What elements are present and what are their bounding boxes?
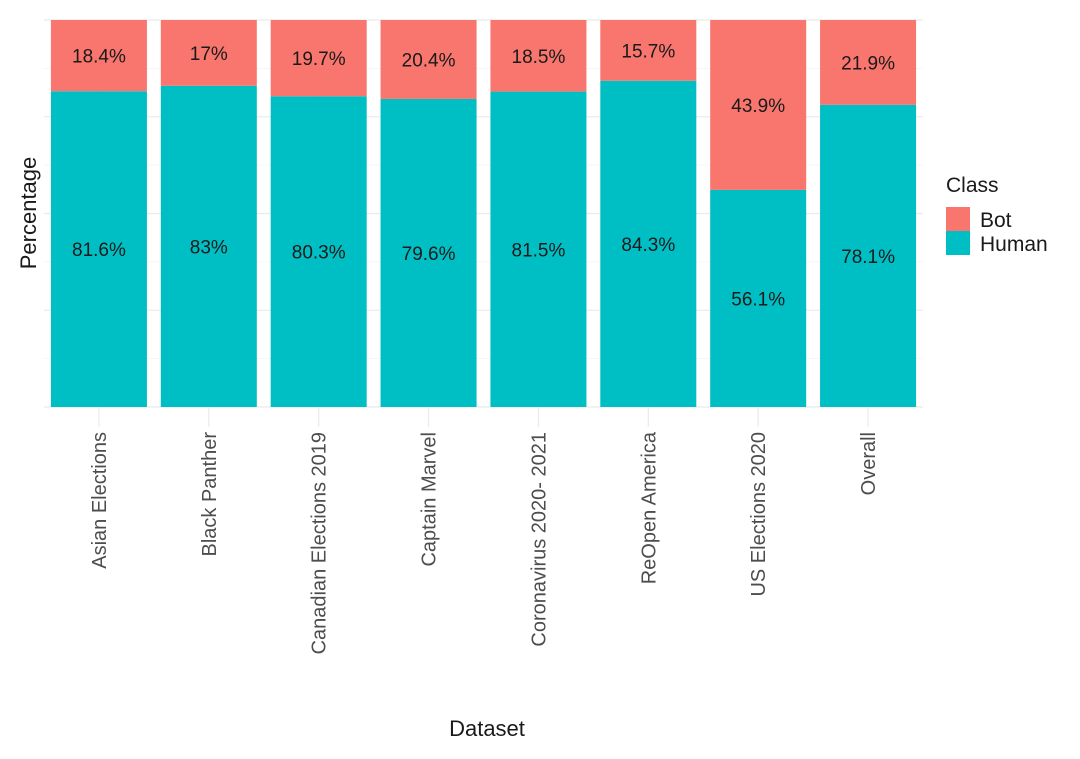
bar-human <box>380 98 477 407</box>
bar-human <box>160 85 257 407</box>
bar-label-human: 80.3% <box>292 243 346 264</box>
bar-human <box>270 96 367 407</box>
bar-bot <box>270 20 367 97</box>
legend-swatch-human <box>946 231 970 255</box>
y-axis-title: Percentage <box>16 157 41 270</box>
bar-human <box>820 104 917 408</box>
x-tick-label: Overall <box>858 432 880 495</box>
bar-bot <box>820 20 917 105</box>
x-tick-label: US Elections 2020 <box>748 432 770 597</box>
x-tick-label: Asian Elections <box>89 432 111 569</box>
bar-label-bot: 20.4% <box>402 50 456 71</box>
bar-label-human: 78.1% <box>841 247 895 268</box>
bar-label-bot: 15.7% <box>621 41 675 62</box>
bar-label-human: 83% <box>190 237 228 258</box>
legend-label-human: Human <box>980 233 1048 256</box>
bar-bot <box>380 20 477 99</box>
x-tick-label: Canadian Elections 2019 <box>309 432 331 654</box>
bar-bot <box>710 20 807 190</box>
bar-label-bot: 21.9% <box>841 53 895 74</box>
bar-label-human: 79.6% <box>402 244 456 265</box>
x-tick-label: Captain Marvel <box>419 432 441 567</box>
bar-human <box>710 189 807 407</box>
bar-label-bot: 43.9% <box>731 96 785 117</box>
legend: Class Bot Human <box>946 174 1048 256</box>
legend-label-bot: Bot <box>980 209 1012 232</box>
bar-label-bot: 17% <box>190 44 228 65</box>
bar-bot <box>600 20 697 81</box>
x-axis-title: Dataset <box>449 716 525 741</box>
bar-labels: 81.6% 18.4% 83% 17% 80.3% 19.7% 79.6% 20.4% 81.5… <box>72 41 895 310</box>
bar-bot <box>490 20 587 92</box>
bar-label-human: 81.5% <box>512 240 566 261</box>
bar-human <box>50 91 147 407</box>
bar-bot <box>160 20 257 86</box>
bar-label-human: 84.3% <box>621 235 675 256</box>
bar-human <box>600 80 697 407</box>
bar-label-human: 56.1% <box>731 289 785 310</box>
x-tick-labels: Asian Elections Black Panther Canadian Ele… <box>89 431 880 654</box>
bar-label-bot: 19.7% <box>292 49 346 70</box>
legend-title: Class <box>946 174 999 197</box>
x-tick-label: Black Panther <box>199 432 221 557</box>
x-tick-label: Coronavirus 2020- 2021 <box>528 432 550 647</box>
bar-human <box>490 91 587 407</box>
legend-swatch-bot <box>946 207 970 231</box>
bar-label-bot: 18.4% <box>72 47 126 68</box>
bars <box>50 20 917 408</box>
bar-label-bot: 18.5% <box>512 47 566 68</box>
bar-label-human: 81.6% <box>72 240 126 261</box>
bar-bot <box>50 20 147 92</box>
x-tick-label: ReOpen America <box>638 431 660 584</box>
